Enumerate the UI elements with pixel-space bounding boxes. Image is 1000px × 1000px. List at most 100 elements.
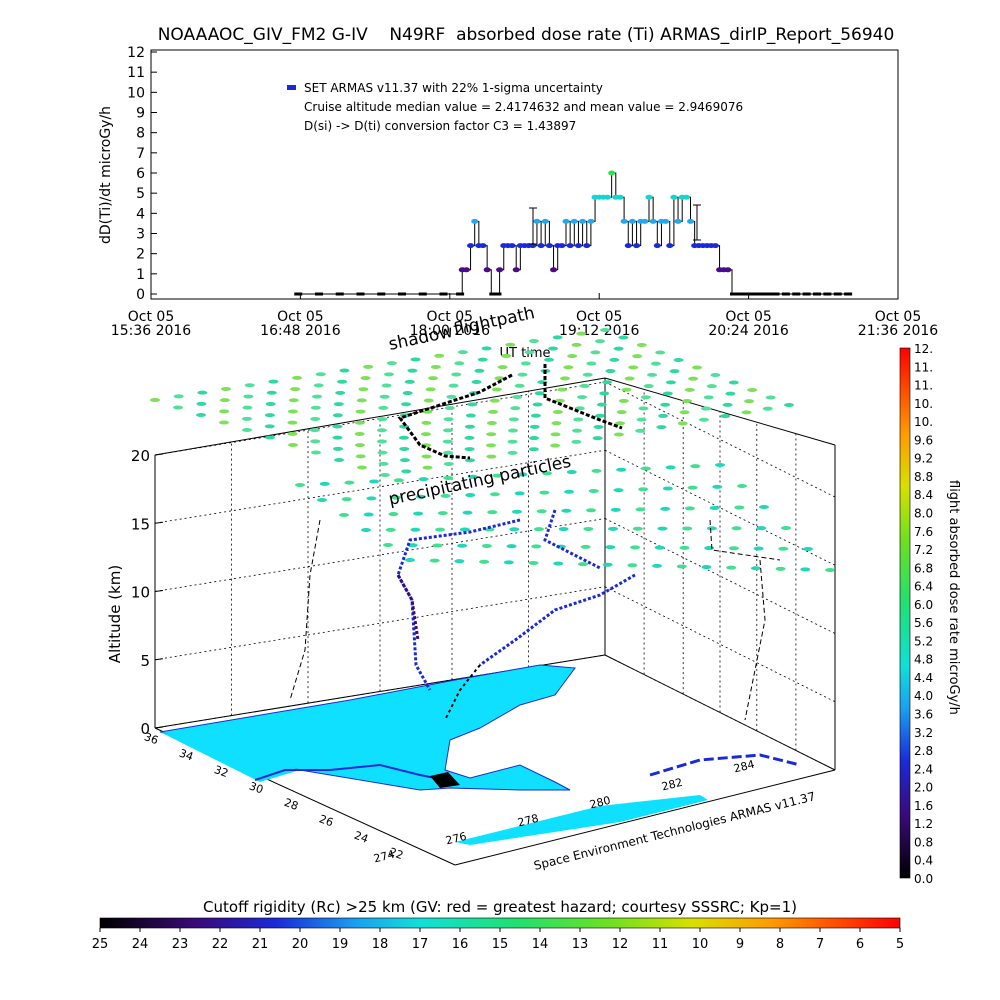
data-point xyxy=(754,292,763,296)
data-point xyxy=(746,292,755,296)
x-tick-label: Oct 05 xyxy=(725,309,771,325)
shadow-cell xyxy=(376,439,387,444)
particle-cell xyxy=(605,545,616,550)
shadow-cell xyxy=(264,413,275,418)
particle-cell xyxy=(726,565,737,570)
shadow-cell xyxy=(355,409,366,414)
data-point xyxy=(512,267,520,273)
particle-cell xyxy=(709,505,720,510)
colorbar-tick-label: 7.2 xyxy=(914,543,933,557)
shadow-cell xyxy=(613,432,624,437)
particle-cell xyxy=(533,527,544,532)
particle-cell xyxy=(737,484,747,488)
cutoff-tick-label: 5 xyxy=(896,937,904,952)
particle-cell xyxy=(462,510,473,515)
shadow-cell xyxy=(420,432,431,437)
shadow-cell xyxy=(613,346,624,351)
shadow-cell xyxy=(632,354,643,359)
colorbar-tick-label: 4.0 xyxy=(914,689,933,703)
shadow-cell xyxy=(265,435,275,440)
shadow-cell xyxy=(532,402,543,407)
particle-cell xyxy=(413,511,424,516)
shadow-cell xyxy=(244,383,255,388)
shadow-cell xyxy=(288,443,298,447)
particle-cell xyxy=(638,487,649,492)
z-tick-mark xyxy=(154,726,164,729)
lat-tick-label: 26 xyxy=(317,812,335,829)
shadow-cell xyxy=(355,454,366,459)
shadow-cell xyxy=(486,421,497,426)
y-tick-label: 6 xyxy=(136,166,145,182)
particle-cell xyxy=(317,498,327,502)
z-tick-label: 5 xyxy=(140,652,150,670)
shadow-cell xyxy=(551,421,562,426)
particle-cell xyxy=(580,544,591,549)
lon-tick-label: 280 xyxy=(588,794,612,812)
shadow-cell xyxy=(150,398,160,402)
lat-tick-label: 24 xyxy=(352,829,370,846)
z-tick-mark xyxy=(154,521,164,524)
shadow-cell xyxy=(443,417,454,422)
shadow-cell xyxy=(474,368,485,373)
shadow-cell xyxy=(266,390,277,395)
data-point xyxy=(730,292,738,296)
particle-cell xyxy=(509,527,520,532)
shadow-cell xyxy=(242,405,253,410)
cutoff-tick-label: 23 xyxy=(172,937,189,952)
shadow-cell xyxy=(572,428,583,433)
data-point xyxy=(462,267,470,273)
plot-frame xyxy=(150,49,899,300)
particle-cell xyxy=(418,477,429,482)
shadow-cell xyxy=(357,465,367,470)
shadow-cell xyxy=(550,443,561,448)
shadow-cell xyxy=(512,394,523,399)
shadow-cell xyxy=(728,380,739,385)
shadow-cell xyxy=(219,420,229,425)
z-tick-mark xyxy=(154,453,164,456)
shadow-cell xyxy=(489,398,500,403)
particle-cell xyxy=(432,543,443,548)
shadow-cell xyxy=(311,450,321,455)
shadow-cell xyxy=(650,361,661,366)
y-tick-label: 8 xyxy=(136,126,145,142)
data-point xyxy=(759,292,768,296)
particle-cell xyxy=(728,546,739,551)
lat-tick-label: 30 xyxy=(247,779,265,796)
y-tick-label: 9 xyxy=(136,106,145,122)
shadow-cell xyxy=(310,439,321,444)
data-point xyxy=(633,243,641,249)
particle-cell xyxy=(489,492,500,497)
shadow-cell xyxy=(486,454,497,459)
shadow-cell xyxy=(594,413,605,418)
particle-cell xyxy=(640,466,651,471)
colorbar-tick-label: 2.0 xyxy=(914,781,933,795)
x-tick-label: 20:24 2016 xyxy=(708,323,789,339)
shadow-cell xyxy=(488,409,499,414)
shadow-cell xyxy=(448,383,459,388)
shadow-cell xyxy=(442,439,453,444)
shadow-cell xyxy=(481,346,492,351)
shadow-cell xyxy=(636,417,647,422)
shadow-cell xyxy=(290,387,301,392)
shadow-cell xyxy=(677,421,688,426)
shadow-cell xyxy=(464,424,475,429)
legend-series-label: SET ARMAS v11.37 with 22% 1-sigma uncert… xyxy=(304,81,603,95)
shadow-cell xyxy=(268,379,279,384)
particle-cell xyxy=(484,527,495,532)
y-tick-label: 3 xyxy=(136,227,145,243)
data-point xyxy=(294,292,303,296)
z-gridline xyxy=(604,586,836,703)
lon-tick-label: 278 xyxy=(516,812,540,830)
shadow-cell xyxy=(477,357,488,362)
data-point xyxy=(666,243,674,249)
shadow-cell xyxy=(399,446,410,451)
shadow-cell xyxy=(600,328,610,332)
colorbar-tick-label: 5.2 xyxy=(914,634,933,648)
data-point xyxy=(537,243,545,249)
shadow-cell xyxy=(609,357,620,362)
shadow-cell xyxy=(596,402,607,407)
shadow-cell xyxy=(701,406,712,411)
colorbar-tick-label: 6.8 xyxy=(914,561,933,575)
shadow-cell xyxy=(401,402,412,407)
